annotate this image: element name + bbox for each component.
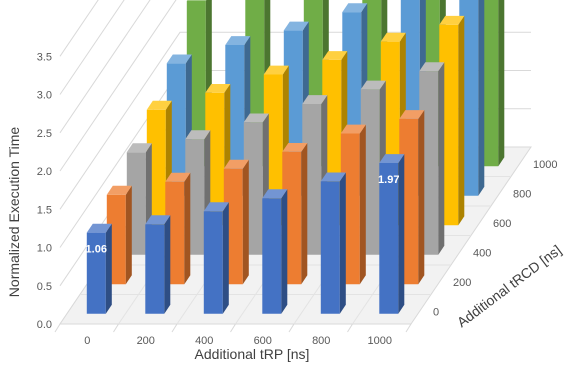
z-tick-label: 200: [453, 277, 471, 289]
bar-top: [186, 0, 207, 1]
x-tick-label: 800: [312, 335, 330, 347]
bar-top: [205, 84, 231, 93]
x-tick-label: 0: [84, 335, 90, 347]
bar-top: [243, 113, 269, 123]
bar-front: [86, 232, 106, 314]
bar-side: [438, 62, 445, 255]
bar-side: [281, 189, 288, 314]
bar-top: [360, 80, 386, 90]
bar-top: [380, 32, 406, 42]
x-tick-label: 400: [195, 335, 213, 347]
bar-top: [185, 130, 211, 140]
bar-top: [225, 36, 251, 45]
y-tick-label: 0.0: [37, 319, 52, 331]
bar-side: [339, 172, 346, 314]
bar-front: [145, 224, 165, 314]
bar-side: [458, 15, 465, 226]
bar-side: [222, 202, 229, 314]
data-label: 1.06: [86, 244, 107, 256]
bar-side: [301, 143, 308, 285]
bar-top: [283, 21, 309, 31]
gridline: [59, 0, 151, 134]
gridline: [59, 0, 177, 172]
y-tick-label: 3.0: [37, 90, 52, 102]
bar-top: [106, 185, 132, 195]
bar-side: [184, 172, 191, 285]
x-tick-label: 1000: [368, 335, 392, 347]
bar: [86, 223, 112, 314]
bar-top: [302, 95, 328, 104]
bar-side: [359, 124, 366, 285]
bar-top: [262, 189, 288, 199]
bar-top: [322, 51, 348, 60]
bar: [379, 154, 405, 314]
bar-side: [242, 159, 249, 285]
x-tick-mark: [171, 323, 178, 333]
ticks-layer: 0.0 0.5 1.0 1.5 2.0 2.5 3.0 3.5 0 200 400 600 800 100…: [37, 51, 558, 347]
bar-side: [478, 0, 485, 196]
z-tick-label: 400: [473, 247, 491, 259]
bar-front: [320, 181, 340, 314]
x-tick-mark: [405, 323, 412, 333]
x-tick-mark: [288, 323, 295, 333]
z-tick-label: 0: [433, 306, 439, 318]
bar-top: [165, 172, 191, 182]
x-tick-mark: [347, 323, 353, 333]
bar-front: [379, 163, 399, 314]
bar: [203, 202, 229, 314]
y-tick-label: 0.5: [37, 281, 52, 293]
x-tick-mark: [230, 323, 236, 333]
bar-top: [340, 124, 366, 134]
bar-top: [223, 159, 249, 169]
x-axis-title: Additional tRP [ns]: [195, 346, 310, 362]
data-label: 1.97: [378, 174, 399, 186]
bar-side: [398, 154, 405, 314]
bar-top: [320, 172, 346, 182]
x-tick-label: 600: [254, 335, 272, 347]
bar-side: [164, 215, 171, 314]
bar-top: [263, 65, 289, 75]
bar-front: [203, 211, 223, 314]
bar-side: [418, 110, 425, 285]
bar-top: [126, 143, 152, 153]
bar-top: [203, 202, 229, 212]
y-axis-title: Normalized Execution Time: [6, 127, 22, 298]
bar-side: [125, 185, 132, 285]
bar-top: [86, 223, 112, 233]
x-tick-mark: [113, 323, 119, 333]
gridline: [59, 0, 125, 95]
z-tick-label: 600: [493, 218, 511, 230]
y-tick-label: 2.0: [37, 166, 52, 178]
bar-top: [146, 100, 172, 110]
bar-side: [105, 223, 112, 314]
bar-top: [282, 143, 308, 152]
y-tick-label: 3.5: [37, 51, 52, 63]
z-tick-label: 800: [513, 188, 531, 200]
bar-top: [439, 15, 465, 25]
bar-top: [379, 154, 405, 163]
z-tick-label: 1000: [533, 159, 557, 171]
y-tick-label: 1.0: [37, 243, 52, 255]
bar-top: [399, 110, 425, 119]
labels-layer: 2.163.351.061.97: [86, 174, 400, 256]
y-tick-label: 1.5: [37, 204, 52, 216]
bar: [262, 189, 288, 314]
bar: [320, 172, 346, 314]
y-tick-label: 2.5: [37, 128, 52, 140]
bar-top: [166, 54, 192, 64]
x-tick-label: 200: [137, 335, 155, 347]
bar-side: [498, 0, 505, 167]
bar-top: [419, 62, 445, 72]
x-tick-mark: [54, 323, 61, 333]
bar-front: [262, 198, 282, 314]
bar-top: [342, 3, 368, 13]
bar: [145, 215, 171, 314]
bar-top: [145, 215, 171, 225]
bars-layer: [86, 0, 505, 314]
